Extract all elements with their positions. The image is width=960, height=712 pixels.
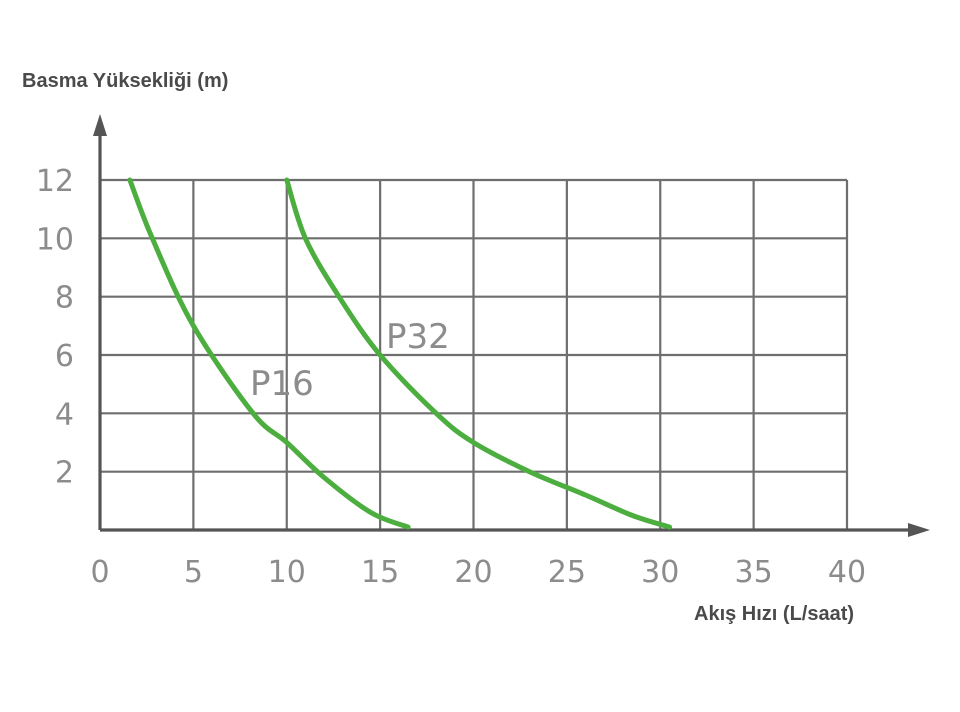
axes — [93, 114, 930, 537]
y-axis-title: Basma Yüksekliği (m) — [22, 70, 229, 92]
grid — [100, 178, 849, 530]
series-label-p32: P32 — [386, 317, 450, 357]
y-tick-label: 12 — [36, 164, 74, 199]
series — [127, 177, 673, 530]
x-tick-label: 0 — [90, 555, 109, 590]
series-line-p16 — [127, 177, 411, 530]
tick-labels: 0 5 10 15 20 25 30 35 40 2 4 6 8 10 12 — [36, 164, 866, 590]
y-tick-label: 8 — [55, 281, 74, 316]
x-tick-label: 5 — [184, 555, 203, 590]
x-tick-label: 35 — [735, 555, 773, 590]
series-line-p32 — [284, 177, 673, 530]
x-tick-label: 10 — [268, 555, 306, 590]
series-labels: P16 P32 — [250, 317, 450, 404]
y-tick-label: 10 — [36, 222, 74, 257]
x-tick-label: 25 — [548, 555, 586, 590]
y-axis-arrow — [93, 114, 107, 136]
x-tick-label: 30 — [641, 555, 679, 590]
x-axis-title: Akış Hızı (L/saat) — [694, 603, 855, 625]
series-label-p16: P16 — [250, 364, 314, 404]
x-tick-label: 20 — [454, 555, 492, 590]
x-axis-arrow — [908, 523, 930, 537]
y-tick-label: 4 — [55, 397, 74, 432]
x-tick-label: 40 — [828, 555, 866, 590]
x-tick-label: 15 — [361, 555, 399, 590]
y-tick-label: 2 — [55, 456, 74, 491]
y-tick-label: 6 — [55, 339, 74, 374]
